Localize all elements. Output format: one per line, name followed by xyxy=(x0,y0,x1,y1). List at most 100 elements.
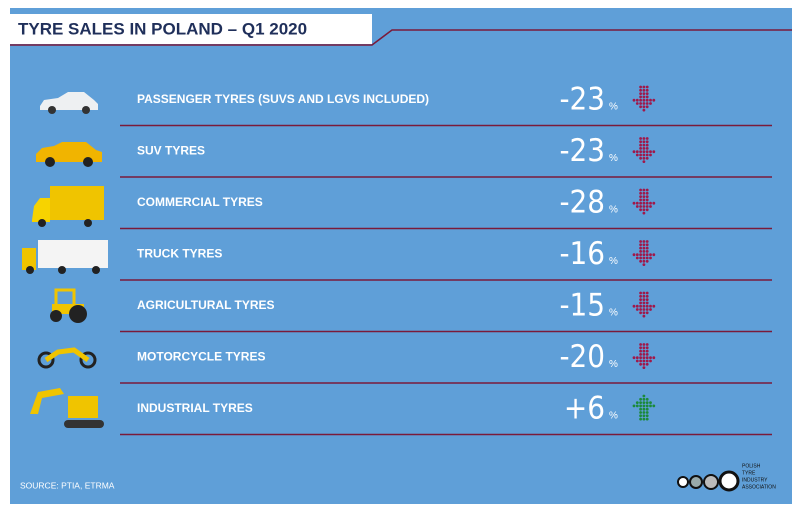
row-value: -15 xyxy=(559,288,605,324)
arrow-dot xyxy=(642,259,646,263)
row-label: PASSENGER TYRES (SUVS AND LGVS INCLUDED) xyxy=(137,92,429,106)
arrow-dot xyxy=(642,160,646,164)
arrow-dot xyxy=(645,92,649,95)
arrow-dot xyxy=(639,105,642,109)
arrow-dot xyxy=(645,246,649,250)
arrow-dot xyxy=(645,404,649,408)
icon-truck xyxy=(22,240,108,274)
row-unit: % xyxy=(609,205,618,216)
arrow-dot xyxy=(639,147,642,150)
title-box xyxy=(10,14,372,44)
arrow-dot xyxy=(645,298,649,301)
arrow-dot xyxy=(652,404,656,408)
arrow-dot xyxy=(635,404,639,408)
icon-commercial xyxy=(32,186,104,227)
arrow-dot xyxy=(645,201,649,205)
arrow-dot xyxy=(639,85,642,89)
arrow-dot xyxy=(645,311,649,315)
arrow-dot xyxy=(635,401,639,404)
logo-word: TYRE xyxy=(742,470,756,476)
arrow-dot xyxy=(642,394,646,398)
arrow-dot xyxy=(652,253,656,257)
arrow-dot xyxy=(645,414,649,418)
arrow-dot xyxy=(639,411,642,414)
arrow-dot xyxy=(639,98,642,102)
logo-word: POLISH xyxy=(742,463,761,469)
row-unit: % xyxy=(609,308,618,319)
arrow-dot xyxy=(642,304,646,308)
arrow-dot xyxy=(645,353,649,356)
arrow-dot xyxy=(635,102,639,105)
arrow-dot xyxy=(639,191,642,195)
row-unit: % xyxy=(609,256,618,267)
arrow-dot xyxy=(649,401,652,404)
rows: PASSENGER TYRES (SUVS AND LGVS INCLUDED)… xyxy=(120,82,772,436)
arrow-dot xyxy=(642,95,646,99)
trend-arrow xyxy=(632,188,656,215)
arrow-dot xyxy=(642,143,646,147)
arrow-dot xyxy=(649,308,652,311)
icon-suv xyxy=(36,142,102,167)
arrow-dot xyxy=(639,246,642,250)
arrow-dot xyxy=(632,404,636,408)
arrow-dot xyxy=(642,291,646,295)
arrow-dot xyxy=(645,250,649,253)
arrow-dot xyxy=(645,105,649,109)
arrow-dot xyxy=(642,346,646,350)
arrow-dot xyxy=(649,359,652,363)
arrow-dot xyxy=(642,397,646,401)
arrow-dot xyxy=(632,356,636,360)
row-value: +6 xyxy=(564,391,605,427)
arrow-dot xyxy=(642,102,646,105)
arrow-dot xyxy=(639,150,642,154)
arrow-dot xyxy=(639,156,642,160)
arrow-dot xyxy=(639,353,642,356)
arrow-dot xyxy=(645,208,649,212)
arrow-dot xyxy=(642,407,646,411)
arrow-dot xyxy=(649,256,652,260)
arrow-dot xyxy=(635,98,639,102)
arrow-dot xyxy=(642,243,646,247)
arrow-dot xyxy=(639,362,642,366)
arrow-dot xyxy=(639,291,642,295)
arrow-dot xyxy=(645,188,649,192)
arrow-dot xyxy=(645,85,649,89)
arrow-dot xyxy=(639,308,642,311)
arrow-dot xyxy=(642,205,646,208)
arrow-dot xyxy=(639,102,642,105)
arrow-dot xyxy=(635,304,639,308)
arrow-dot xyxy=(642,356,646,360)
arrow-dot xyxy=(645,304,649,308)
arrow-dot xyxy=(639,243,642,247)
arrow-dot xyxy=(642,362,646,366)
arrow-dot xyxy=(639,88,642,92)
arrow-dot xyxy=(642,188,646,192)
arrow-dot xyxy=(645,253,649,257)
arrow-dot xyxy=(642,349,646,353)
arrow-dot xyxy=(642,414,646,418)
arrow-dot xyxy=(639,256,642,260)
arrow-dot xyxy=(645,102,649,105)
arrow-dot xyxy=(639,205,642,208)
arrow-dot xyxy=(639,188,642,192)
arrow-dot xyxy=(642,411,646,414)
title-rule xyxy=(10,29,792,46)
trend-arrow xyxy=(632,240,656,266)
arrow-dot xyxy=(642,301,646,305)
title: TYRE SALES IN POLAND – Q1 2020 xyxy=(18,19,307,38)
arrow-dot xyxy=(642,137,646,140)
arrow-dot xyxy=(642,195,646,199)
arrow-dot xyxy=(632,253,636,257)
arrow-dot xyxy=(639,201,642,205)
arrow-dot xyxy=(645,156,649,160)
arrow-dot xyxy=(639,298,642,301)
arrow-dot xyxy=(635,153,639,157)
arrow-dot xyxy=(639,240,642,243)
arrow-dot xyxy=(645,349,649,353)
arrow-dot xyxy=(642,298,646,301)
arrow-dot xyxy=(635,205,639,208)
arrow-dot xyxy=(649,253,652,257)
trend-arrow xyxy=(632,137,656,164)
row-unit: % xyxy=(609,153,618,164)
